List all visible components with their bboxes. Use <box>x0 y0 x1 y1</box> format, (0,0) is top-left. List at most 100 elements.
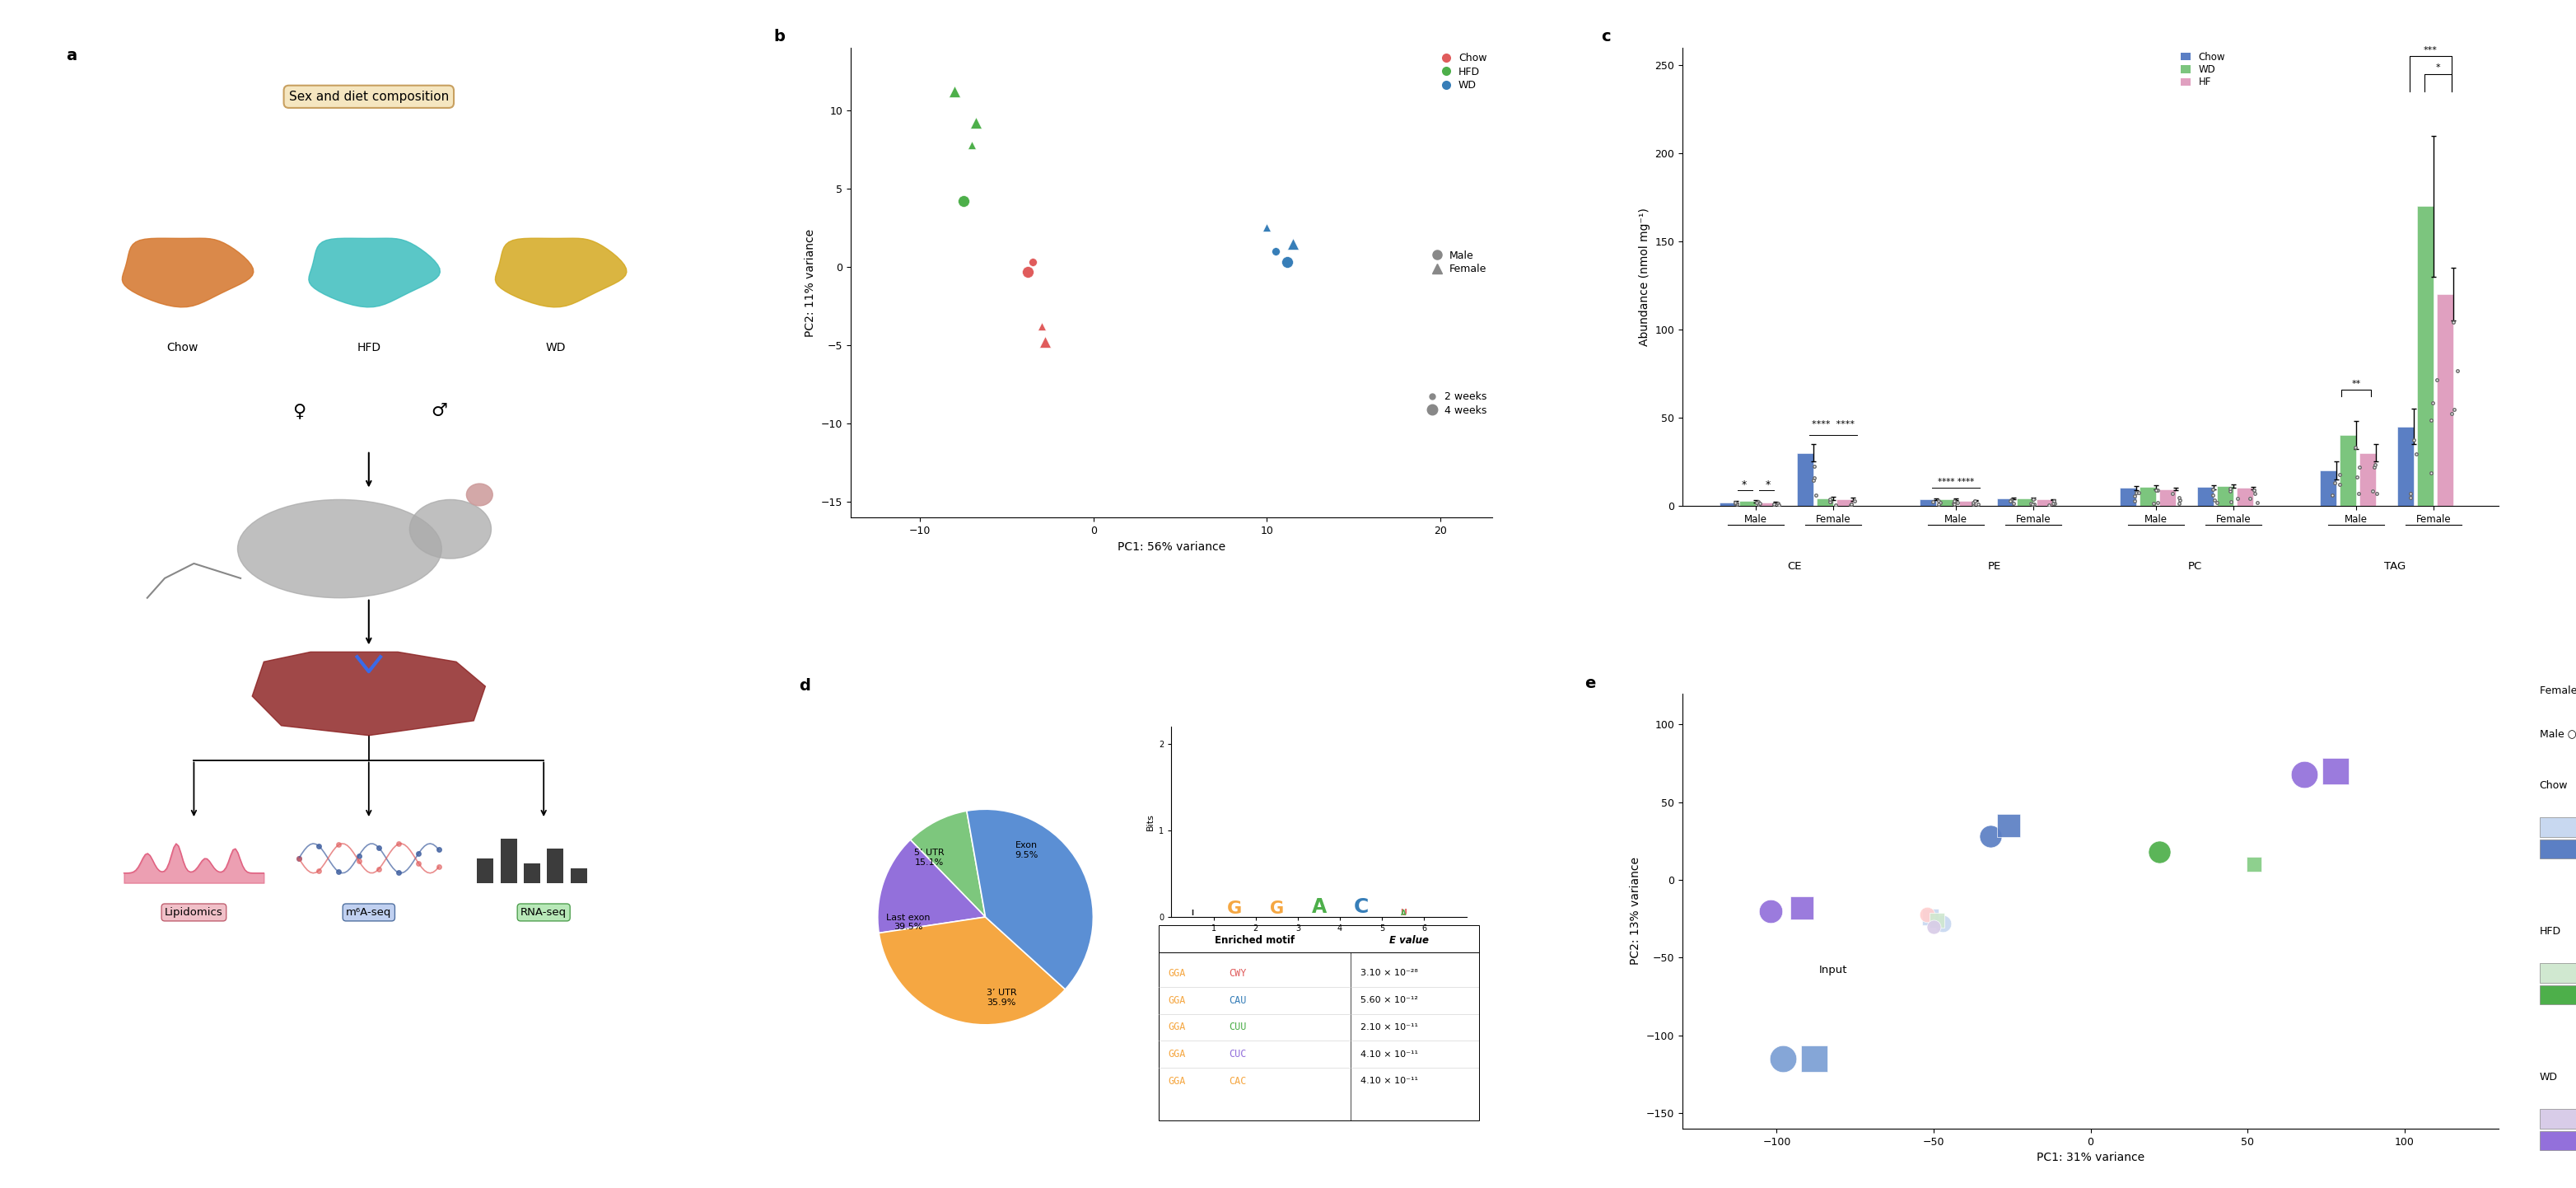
Text: Input: Input <box>1819 965 1847 975</box>
Bar <box>2159 489 2177 506</box>
Bar <box>2197 487 2213 506</box>
Ellipse shape <box>466 484 492 506</box>
Legend: Chow, WD, HF: Chow, WD, HF <box>2177 48 2228 91</box>
Bar <box>1739 501 1757 506</box>
Text: Last exon
39.5%: Last exon 39.5% <box>886 914 930 931</box>
Polygon shape <box>121 239 252 308</box>
Polygon shape <box>309 239 440 308</box>
Text: GGA: GGA <box>1167 968 1185 979</box>
Text: A: A <box>1401 910 1406 917</box>
Text: Male ○: Male ○ <box>2540 728 2576 739</box>
Text: e: e <box>1584 676 1595 691</box>
Wedge shape <box>966 809 1092 990</box>
Bar <box>2398 426 2414 506</box>
Bar <box>546 848 564 883</box>
Legend: 2 weeks, 4 weeks: 2 weeks, 4 weeks <box>1422 391 1486 416</box>
Bar <box>2321 470 2336 506</box>
Text: 3.10 × 10⁻²⁸: 3.10 × 10⁻²⁸ <box>1360 969 1417 978</box>
Bar <box>2017 498 2032 506</box>
Text: 4.10 × 10⁻¹¹: 4.10 × 10⁻¹¹ <box>1360 1050 1419 1059</box>
Point <box>2316 762 2357 781</box>
Point <box>1025 333 1066 352</box>
Ellipse shape <box>237 500 440 598</box>
Point <box>1793 1049 1834 1068</box>
Text: d: d <box>799 678 811 694</box>
Text: CUC: CUC <box>1229 1049 1247 1060</box>
Text: PC: PC <box>2187 561 2202 571</box>
Wedge shape <box>878 840 987 933</box>
Text: m⁶A-seq: m⁶A-seq <box>345 906 392 918</box>
Text: Enriched motif: Enriched motif <box>1216 935 1296 946</box>
Bar <box>1798 453 1814 506</box>
Text: Exon
9.5%: Exon 9.5% <box>1015 841 1038 859</box>
Bar <box>569 868 587 883</box>
Point <box>1007 263 1048 282</box>
Text: Lipidomics: Lipidomics <box>165 906 224 918</box>
Text: ♂: ♂ <box>430 403 448 419</box>
Bar <box>1721 503 1736 506</box>
Polygon shape <box>252 652 484 735</box>
Bar <box>2038 499 2053 506</box>
FancyBboxPatch shape <box>2540 817 2576 838</box>
Y-axis label: PC2: 13% variance: PC2: 13% variance <box>1631 857 1641 965</box>
Bar <box>1996 499 2014 506</box>
Polygon shape <box>495 239 626 308</box>
Text: **** ****: **** **** <box>1937 478 1973 486</box>
Bar <box>2120 488 2136 506</box>
Text: ♀: ♀ <box>291 403 307 419</box>
FancyBboxPatch shape <box>2540 1131 2576 1150</box>
Point <box>1922 914 1963 933</box>
Text: C: C <box>1352 897 1368 917</box>
Text: A: A <box>1311 897 1327 917</box>
Point <box>951 135 992 154</box>
Text: Female □: Female □ <box>2540 684 2576 695</box>
Point <box>1255 242 1296 261</box>
Text: ****  ****: **** **** <box>1811 419 1855 428</box>
Bar <box>477 858 495 883</box>
Point <box>1917 911 1958 930</box>
X-axis label: PC1: 56% variance: PC1: 56% variance <box>1118 541 1226 552</box>
Point <box>1247 219 1288 238</box>
Point <box>1780 898 1821 917</box>
Bar <box>1919 499 1937 506</box>
Ellipse shape <box>410 500 492 558</box>
Point <box>1020 317 1061 336</box>
Text: CUU: CUU <box>1229 1022 1247 1032</box>
Bar <box>523 864 541 883</box>
Point <box>1971 827 2012 846</box>
Point <box>1909 908 1950 927</box>
Text: c: c <box>1600 30 1610 45</box>
Point <box>2233 855 2275 874</box>
Bar <box>1837 499 1852 506</box>
FancyBboxPatch shape <box>2540 963 2576 982</box>
Point <box>943 191 984 210</box>
Text: G: G <box>1226 901 1242 917</box>
Point <box>1914 917 1955 936</box>
Bar <box>2339 435 2357 506</box>
Text: CE: CE <box>1788 561 1801 571</box>
Bar <box>1960 501 1976 506</box>
Bar <box>2236 488 2254 506</box>
Bar <box>2360 453 2375 506</box>
FancyBboxPatch shape <box>2540 985 2576 1005</box>
Text: G: G <box>1270 901 1283 917</box>
Bar <box>2141 487 2156 506</box>
Y-axis label: Bits: Bits <box>1146 813 1154 830</box>
Text: 5.60 × 10⁻¹²: 5.60 × 10⁻¹² <box>1360 997 1419 1004</box>
Text: RNA-seq: RNA-seq <box>520 906 567 918</box>
Text: GGA: GGA <box>1167 1022 1185 1032</box>
Text: 2.10 × 10⁻¹¹: 2.10 × 10⁻¹¹ <box>1360 1023 1419 1031</box>
Text: Sex and diet composition: Sex and diet composition <box>289 90 448 103</box>
Bar <box>2218 486 2233 506</box>
Text: *: * <box>2437 64 2439 72</box>
Text: HFD: HFD <box>358 341 381 353</box>
Text: 4.10 × 10⁻¹¹: 4.10 × 10⁻¹¹ <box>1360 1078 1419 1086</box>
Text: HFD: HFD <box>2540 927 2561 937</box>
Point <box>935 82 976 101</box>
Text: a: a <box>64 48 77 63</box>
Text: *: * <box>1765 480 1770 491</box>
Bar <box>500 839 518 883</box>
Wedge shape <box>878 917 1066 1025</box>
Bar <box>1816 499 1834 506</box>
Text: PE: PE <box>1989 561 2002 571</box>
